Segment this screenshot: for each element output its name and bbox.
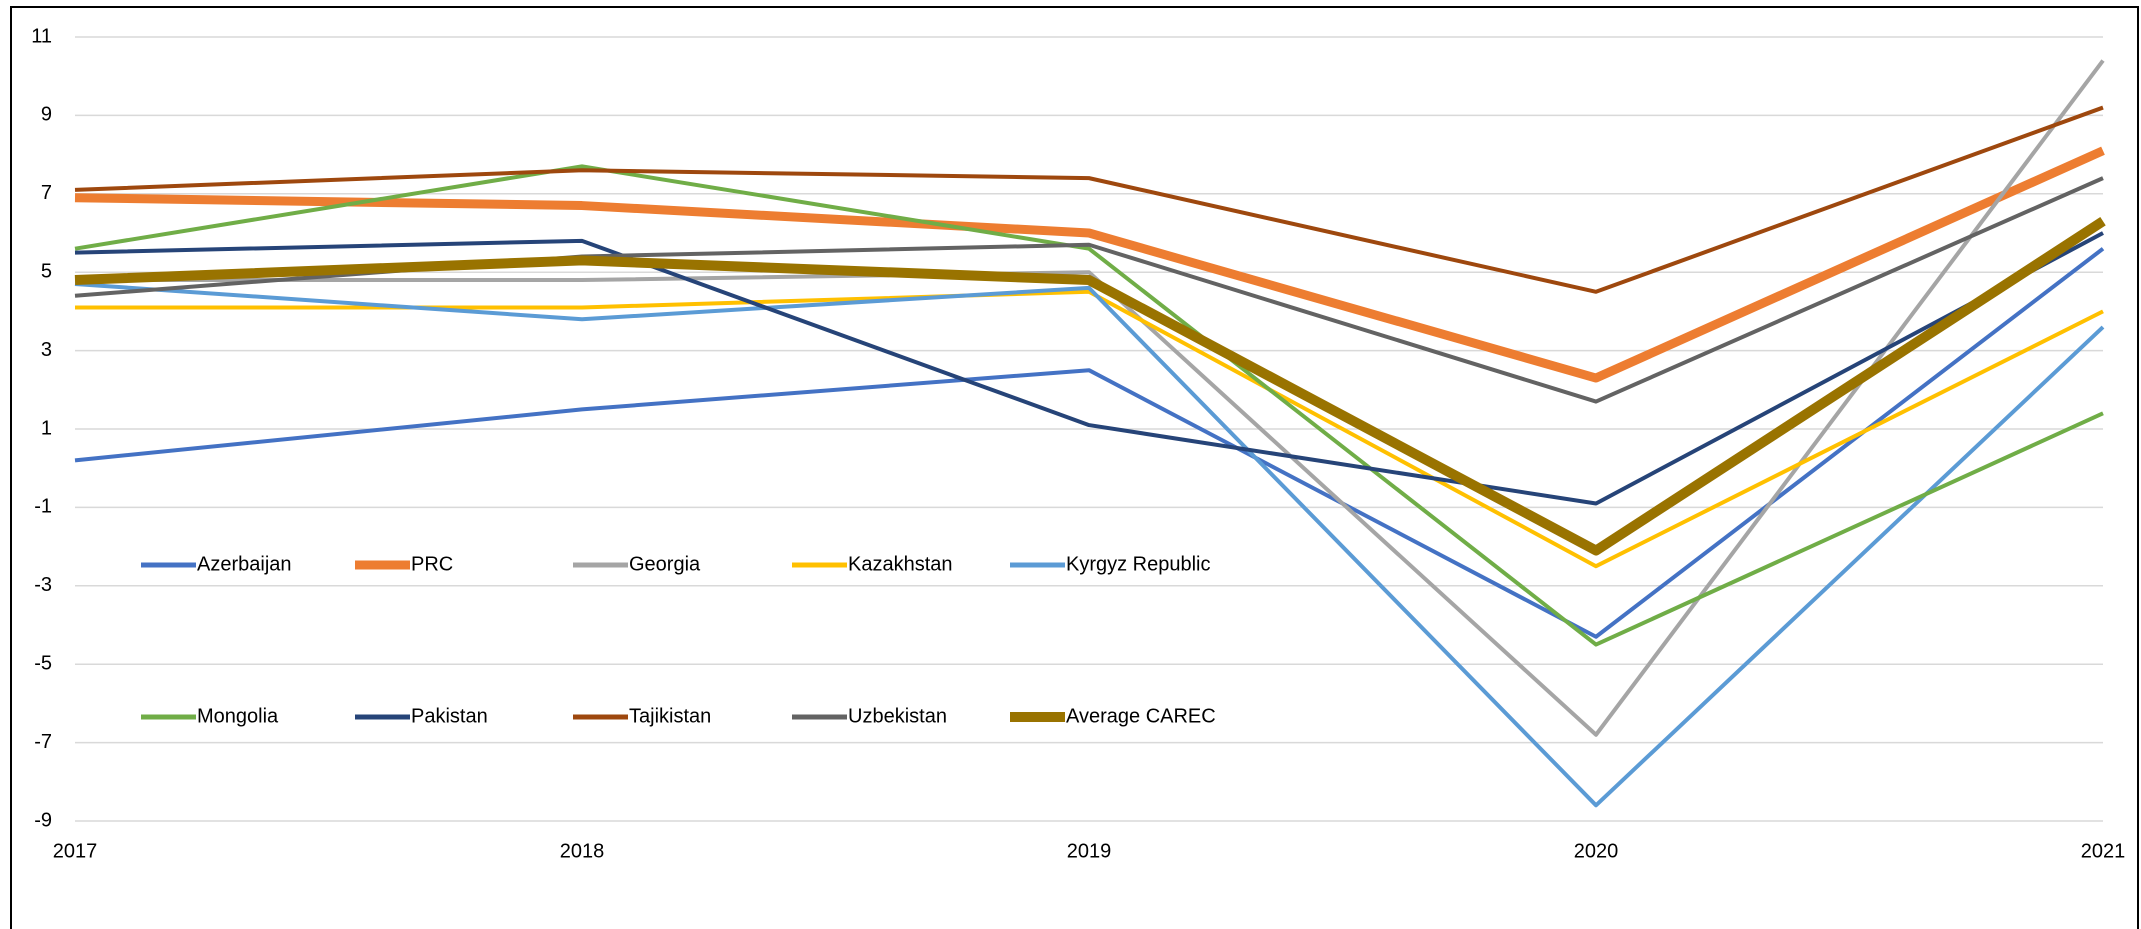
series-line xyxy=(74,105,2104,294)
y-tick-label: -7 xyxy=(34,731,52,753)
legend-label: Tajikistan xyxy=(629,705,711,727)
y-tick-label: -5 xyxy=(34,652,52,674)
series-line xyxy=(74,217,2106,556)
series-line xyxy=(75,59,2105,737)
y-tick-label: 5 xyxy=(41,260,52,282)
legend-label: PRC xyxy=(411,553,453,575)
y-tick-label: -1 xyxy=(34,496,52,518)
legend-label: Uzbekistan xyxy=(848,705,947,727)
series-line xyxy=(74,146,2105,383)
legend-label: Kazakhstan xyxy=(848,553,953,575)
y-tick-label: 3 xyxy=(41,339,52,361)
legend-label: Kyrgyz Republic xyxy=(1066,553,1211,575)
x-tick-label: 2017 xyxy=(53,840,98,862)
legend-label: Pakistan xyxy=(411,705,488,727)
x-tick-label: 2018 xyxy=(560,840,605,862)
y-tick-label: 11 xyxy=(31,25,52,47)
legend-label: Azerbaijan xyxy=(197,553,292,575)
x-tick-label: 2021 xyxy=(2081,840,2126,862)
series-line xyxy=(74,164,2104,647)
x-tick-label: 2020 xyxy=(1574,840,1619,862)
y-tick-label: 7 xyxy=(41,182,52,204)
legend-label: Mongolia xyxy=(197,705,279,727)
y-tick-label: 1 xyxy=(41,417,52,439)
y-tick-label: 9 xyxy=(41,104,52,126)
legend-label: Georgia xyxy=(629,553,701,575)
series-line xyxy=(74,231,2104,506)
y-tick-label: -9 xyxy=(34,809,52,831)
series-line xyxy=(74,281,2105,808)
legend-label: Average CAREC xyxy=(1066,705,1216,727)
x-tick-label: 2019 xyxy=(1067,840,1112,862)
chart-frame xyxy=(10,6,2139,929)
y-tick-label: -3 xyxy=(34,574,52,596)
